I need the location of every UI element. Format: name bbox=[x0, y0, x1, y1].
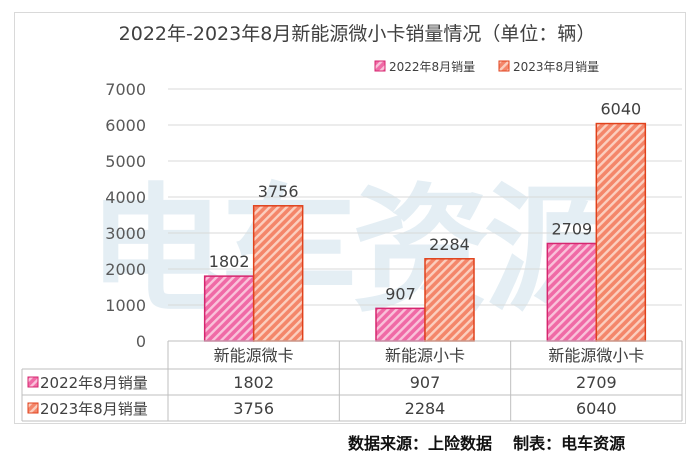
legend-swatch bbox=[374, 60, 386, 72]
table-series-name: 2023年8月销量 bbox=[40, 400, 148, 418]
legend: 2022年8月销量 2023年8月销量 bbox=[374, 60, 599, 74]
legend-label: 2022年8月销量 bbox=[389, 60, 475, 74]
table-value: 907 bbox=[410, 373, 441, 392]
chart-frame bbox=[14, 12, 686, 424]
bars bbox=[203, 122, 647, 342]
data-label: 1802 bbox=[209, 252, 250, 271]
bar bbox=[375, 307, 426, 342]
legend-swatch bbox=[498, 60, 510, 72]
y-tick-label: 2000 bbox=[105, 260, 146, 279]
table-legend-swatch bbox=[27, 376, 39, 388]
bar bbox=[595, 122, 647, 342]
table-series-name: 2022年8月销量 bbox=[40, 374, 148, 392]
y-tick-label: 7000 bbox=[105, 80, 146, 99]
table-legend-swatch bbox=[27, 402, 39, 414]
bar bbox=[546, 242, 598, 342]
watermark-text: 电车资源 bbox=[88, 170, 621, 331]
data-label: 907 bbox=[385, 284, 416, 303]
table-value: 2284 bbox=[405, 399, 446, 418]
data-label: 3756 bbox=[258, 182, 299, 201]
bar bbox=[424, 258, 475, 342]
data-label: 2284 bbox=[429, 235, 470, 254]
bar bbox=[203, 275, 255, 342]
data-table: 新能源微卡 新能源小卡 新能源微小卡 2022年8月销量 1802 907 2709 2023… bbox=[21, 340, 683, 422]
y-tick-label: 0 bbox=[136, 332, 146, 351]
source-note: 数据来源：上险数据 制表：电车资源 bbox=[348, 430, 688, 454]
data-label: 2709 bbox=[551, 219, 592, 238]
table-value: 6040 bbox=[576, 399, 617, 418]
table-value: 2709 bbox=[576, 373, 617, 392]
data-labels: 1802 907 2709 3756 2284 6040 bbox=[209, 100, 641, 304]
y-tick-label: 1000 bbox=[105, 296, 146, 315]
table-value: 1802 bbox=[233, 373, 274, 392]
chart-title: 2022年-2023年8月新能源微小卡销量情况（单位：辆） bbox=[119, 23, 596, 45]
y-tick-label: 5000 bbox=[105, 152, 146, 171]
watermark-logo: 电车资源 bbox=[88, 170, 627, 331]
table-value: 3756 bbox=[233, 399, 274, 418]
y-tick-label: 6000 bbox=[105, 116, 146, 135]
x-category-label: 新能源小卡 bbox=[385, 346, 465, 365]
x-category-label: 新能源微卡 bbox=[214, 346, 294, 365]
x-category-label: 新能源微小卡 bbox=[548, 346, 644, 365]
legend-label: 2023年8月销量 bbox=[513, 60, 599, 74]
source-label: 数据来源：上险数据 bbox=[348, 434, 493, 453]
y-tick-label: 3000 bbox=[105, 224, 146, 243]
y-tick-label: 4000 bbox=[105, 188, 146, 207]
bar bbox=[252, 205, 304, 342]
data-label: 6040 bbox=[600, 100, 641, 119]
maker-label: 制表：电车资源 bbox=[513, 434, 626, 453]
